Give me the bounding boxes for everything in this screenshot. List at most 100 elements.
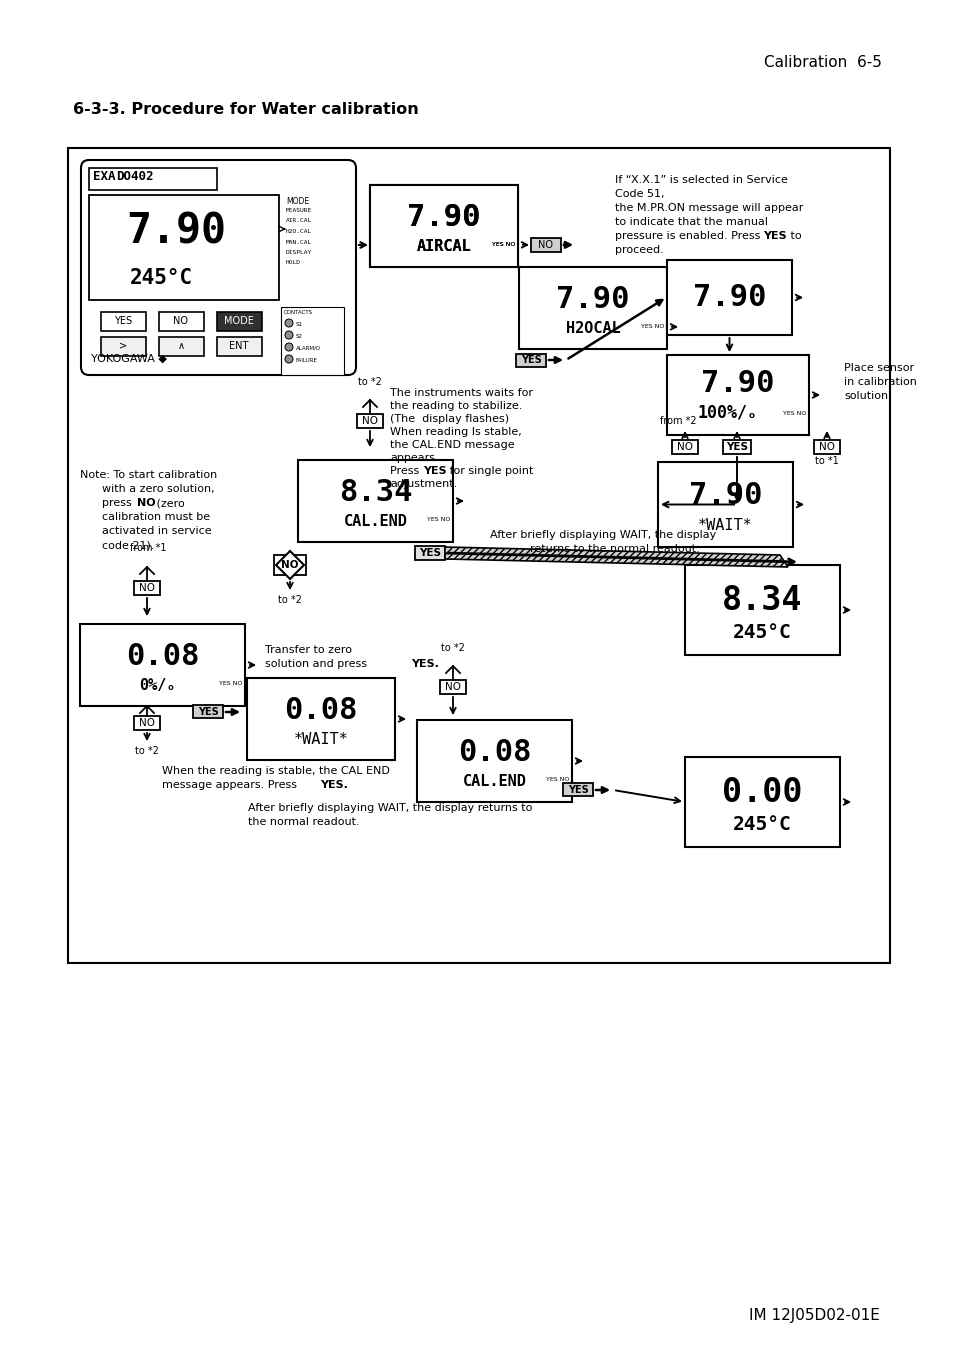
Text: the normal readout.: the normal readout. — [248, 817, 359, 828]
Bar — [666, 355, 808, 435]
Text: 245°C: 245°C — [732, 815, 791, 834]
Text: If “X.X.1” is selected in Service: If “X.X.1” is selected in Service — [615, 176, 787, 185]
Text: MEASURE: MEASURE — [286, 208, 312, 213]
Text: YES: YES — [762, 231, 786, 242]
Bar — [159, 312, 204, 331]
Text: 8.34: 8.34 — [338, 478, 412, 508]
Text: to *2: to *2 — [277, 595, 301, 605]
Text: to: to — [786, 231, 801, 242]
Text: ALARM/O: ALARM/O — [295, 346, 321, 351]
Bar — [274, 555, 306, 575]
Text: MODE: MODE — [224, 316, 253, 325]
Text: Code 51,: Code 51, — [615, 189, 664, 198]
Text: 7.90: 7.90 — [700, 369, 774, 397]
Bar — [663, 358, 808, 441]
Circle shape — [285, 331, 293, 339]
Bar — [516, 270, 666, 355]
Text: 7.90: 7.90 — [126, 211, 226, 252]
Bar — [518, 267, 666, 350]
Text: Note: To start calibration: Note: To start calibration — [80, 470, 217, 481]
Text: activated in service: activated in service — [102, 526, 212, 536]
Text: 0.08: 0.08 — [284, 697, 357, 725]
Circle shape — [285, 355, 293, 363]
Text: MODE: MODE — [286, 197, 309, 207]
Text: Transfer to zero: Transfer to zero — [265, 645, 352, 655]
Text: YES.: YES. — [411, 659, 438, 670]
Text: with a zero solution,: with a zero solution, — [102, 485, 214, 494]
Bar — [370, 185, 517, 267]
Bar — [281, 306, 344, 375]
Text: from *2: from *2 — [659, 416, 696, 427]
Bar — [294, 463, 453, 548]
Text: NO: NO — [137, 498, 155, 508]
Text: 0.08: 0.08 — [126, 643, 199, 671]
Text: message appears. Press: message appears. Press — [162, 780, 300, 790]
Text: YES NO: YES NO — [426, 517, 450, 522]
Bar — [439, 680, 465, 694]
Text: to *1: to *1 — [814, 456, 838, 466]
Text: proceed.: proceed. — [615, 244, 663, 255]
Text: to *2: to *2 — [440, 643, 464, 653]
Bar — [68, 148, 889, 963]
Circle shape — [285, 319, 293, 327]
Bar — [244, 680, 395, 765]
Text: AIRCAL: AIRCAL — [416, 239, 471, 254]
Text: CAL.END: CAL.END — [462, 774, 526, 788]
Text: NO: NO — [818, 441, 834, 452]
Text: 7.90: 7.90 — [556, 285, 629, 315]
Text: to *2: to *2 — [135, 747, 159, 756]
Text: appears.: appears. — [390, 454, 438, 463]
Text: NO: NO — [281, 560, 298, 570]
Text: Calibration  6-5: Calibration 6-5 — [763, 55, 882, 70]
Text: 7.90: 7.90 — [407, 204, 480, 232]
Text: YES NO: YES NO — [781, 410, 805, 416]
Bar — [159, 338, 204, 356]
Text: YES NO: YES NO — [640, 324, 663, 329]
Text: NO: NO — [361, 416, 377, 427]
Text: ∧: ∧ — [177, 342, 184, 351]
FancyBboxPatch shape — [81, 161, 355, 375]
Bar — [416, 720, 572, 802]
Bar — [356, 414, 382, 428]
Bar — [531, 238, 560, 252]
Text: YES NO: YES NO — [491, 243, 515, 247]
Text: press: press — [102, 498, 135, 508]
Text: 0.08: 0.08 — [457, 738, 531, 767]
Text: the reading to stabilize.: the reading to stabilize. — [390, 401, 522, 410]
Text: the M.PR.ON message will appear: the M.PR.ON message will appear — [615, 202, 802, 213]
Text: YES: YES — [197, 707, 218, 717]
Text: 245°C: 245°C — [732, 622, 791, 643]
Bar — [247, 678, 395, 760]
Bar — [414, 724, 572, 809]
Text: After briefly displaying WAIT, the display: After briefly displaying WAIT, the displ… — [490, 531, 716, 540]
Text: returns to the normal readout.: returns to the normal readout. — [530, 544, 699, 554]
Bar — [367, 188, 517, 273]
Text: *WAIT*: *WAIT* — [698, 518, 752, 533]
Text: H2O.CAL: H2O.CAL — [286, 230, 312, 234]
Text: >: > — [119, 342, 127, 351]
Polygon shape — [444, 547, 787, 567]
Text: YES NO: YES NO — [491, 243, 515, 247]
Text: to *2: to *2 — [357, 377, 381, 387]
Polygon shape — [275, 551, 304, 579]
Bar — [671, 440, 698, 454]
Text: NO: NO — [173, 316, 189, 325]
Text: YOKOGAWA ◆: YOKOGAWA ◆ — [91, 354, 167, 364]
Text: in calibration: in calibration — [843, 377, 916, 387]
Bar — [77, 626, 245, 711]
Bar — [193, 705, 223, 718]
Text: 8.34: 8.34 — [721, 585, 801, 617]
Text: NO: NO — [444, 682, 460, 693]
Text: YES: YES — [725, 441, 747, 452]
Text: the CAL.END message: the CAL.END message — [390, 440, 514, 450]
Text: 7.90: 7.90 — [407, 204, 480, 232]
Text: 100%/ₒ: 100%/ₒ — [698, 404, 758, 421]
Bar — [370, 185, 517, 267]
Bar — [722, 440, 750, 454]
Bar — [216, 312, 262, 331]
Text: YES: YES — [113, 316, 132, 325]
Text: from *1: from *1 — [130, 543, 167, 554]
Text: 7.90: 7.90 — [692, 284, 765, 312]
Text: NO: NO — [139, 583, 154, 593]
Text: ENT: ENT — [229, 342, 249, 351]
